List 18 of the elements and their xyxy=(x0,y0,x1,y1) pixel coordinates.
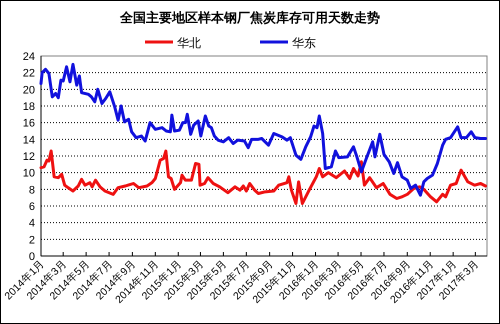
y-tick-label: 12 xyxy=(22,151,35,163)
y-tick-label: 0 xyxy=(28,251,35,263)
chart-title: 全国主要地区样本钢厂焦炭库存可用天数走势 xyxy=(119,10,380,25)
legend-label: 华东 xyxy=(292,36,316,50)
y-tick-label: 4 xyxy=(28,218,35,230)
y-tick-label: 8 xyxy=(28,184,35,196)
y-tick-label: 16 xyxy=(22,118,35,130)
line-series xyxy=(40,62,487,197)
y-tick-label: 10 xyxy=(22,168,35,180)
line-series xyxy=(40,150,487,205)
legend-label: 华北 xyxy=(177,36,201,50)
y-tick-label: 18 xyxy=(22,101,35,113)
y-tick-label: 24 xyxy=(22,51,35,63)
y-tick-label: 6 xyxy=(28,201,35,213)
y-tick-label: 22 xyxy=(22,68,35,80)
y-tick-label: 20 xyxy=(22,84,35,96)
y-tick-label: 2 xyxy=(28,234,35,246)
y-tick-label: 14 xyxy=(22,134,35,146)
